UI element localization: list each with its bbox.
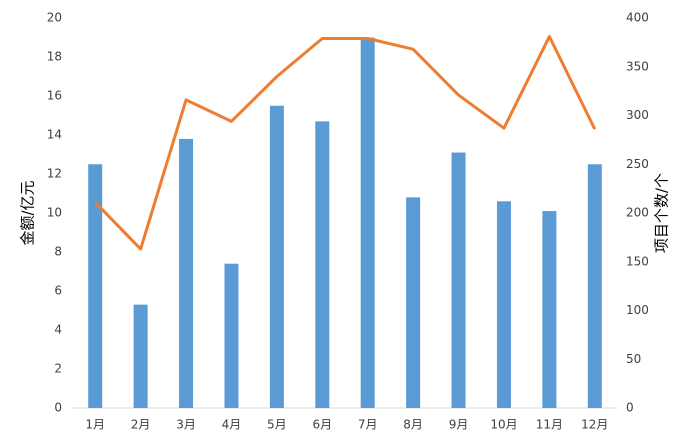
y2-tick-label: 100 [626,303,649,317]
bar [224,263,239,408]
x-tick-label: 2月 [131,418,151,432]
x-tick-label: 10月 [490,418,517,432]
y-axis-label: 金额/亿元 [19,180,37,245]
y-tick-label: 8 [54,245,62,259]
y-tick-label: 14 [47,128,62,142]
bar [406,197,421,408]
bar [269,105,284,408]
x-tick-label: 7月 [358,418,378,432]
y2-tick-label: 300 [626,108,649,122]
bar [179,138,194,408]
x-tick-label: 3月 [176,418,196,432]
bar [587,164,602,408]
bar [496,201,511,408]
x-tick-label: 1月 [85,418,105,432]
y-tick-label: 4 [54,323,62,337]
y2-tick-label: 250 [626,157,649,171]
x-tick-label: 4月 [222,418,242,432]
bar [315,121,330,408]
bar [360,37,375,408]
x-tick-label: 8月 [403,418,423,432]
y-tick-label: 6 [54,284,62,298]
y2-tick-label: 50 [626,352,641,366]
bar [88,164,103,408]
x-tick-label: 11月 [536,418,563,432]
bar [133,304,148,408]
y2-tick-label: 0 [626,401,634,415]
x-tick-label: 9月 [449,418,469,432]
x-tick-label: 12月 [581,418,608,432]
line [94,35,597,251]
bar [451,152,466,408]
bar [542,211,557,408]
y-tick-label: 12 [47,167,62,181]
y2-axis-label: 项目个数/个 [653,173,671,253]
y2-tick-label: 150 [626,254,649,268]
y2-tick-label: 350 [626,59,649,73]
y2-tick-label: 400 [626,11,649,25]
x-tick-label: 5月 [267,418,287,432]
y-tick-label: 16 [47,89,62,103]
y-tick-label: 18 [47,50,62,64]
y-tick-label: 10 [47,206,62,220]
y-tick-label: 2 [54,362,62,376]
y2-tick-label: 200 [626,206,649,220]
x-tick-label: 6月 [312,418,332,432]
y-tick-label: 20 [47,11,62,25]
y-tick-label: 0 [54,401,62,415]
